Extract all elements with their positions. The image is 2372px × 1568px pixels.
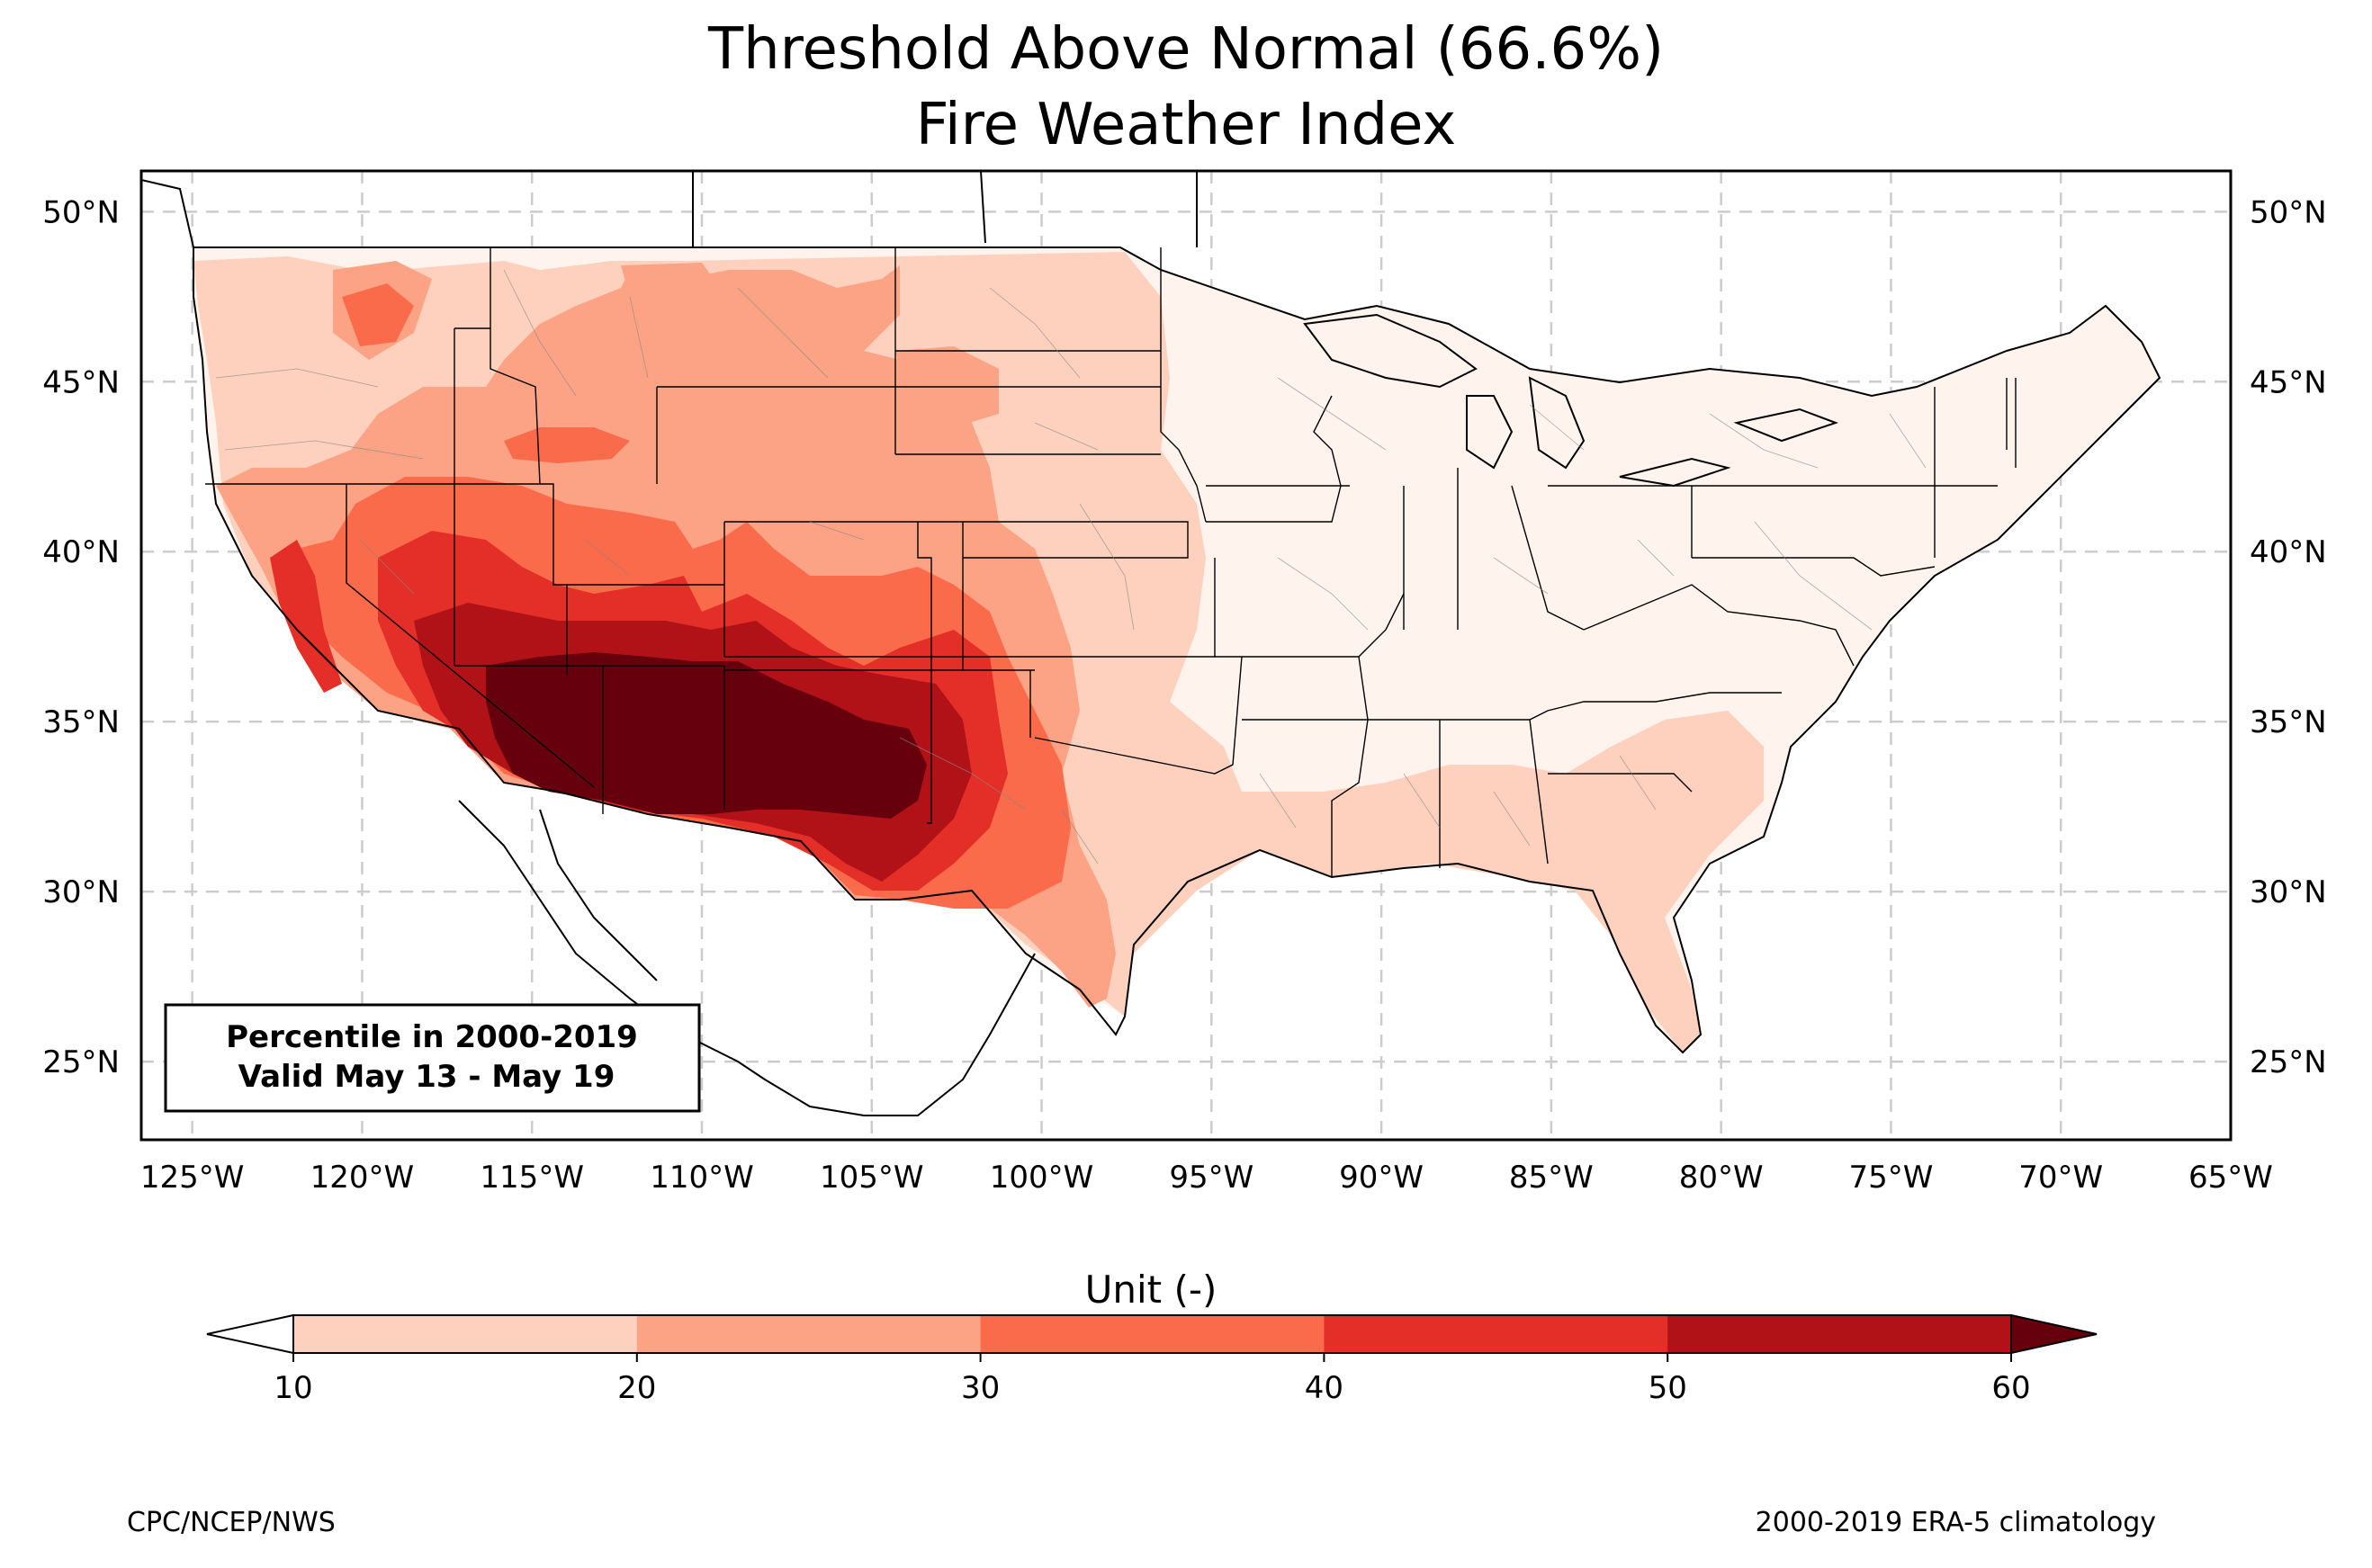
- fwi-fill-30-40-or: [342, 283, 414, 346]
- state-boundaries: [205, 247, 2017, 877]
- fwi-fill-20-30-north: [621, 263, 720, 306]
- lon-tick-label: 115°W: [480, 1160, 584, 1196]
- county-boundaries: [215, 269, 1927, 865]
- lat-tick-label-right: 50°N: [2250, 194, 2327, 230]
- lon-tick-label: 105°W: [820, 1160, 924, 1196]
- footer-climatology: 2000-2019 ERA-5 climatology: [1756, 1507, 2156, 1538]
- fwi-fill-60-plus: [486, 652, 927, 819]
- lon-tick-label: 110°W: [650, 1160, 754, 1196]
- lat-tick-label-right: 40°N: [2250, 534, 2327, 570]
- map-panel: Percentile in 2000-2019 Valid May 13 - M…: [139, 169, 2233, 1142]
- colorbar-tick-label: 60: [1991, 1370, 2030, 1406]
- colorbar-tick-label: 40: [1305, 1370, 1343, 1406]
- great-lakes: [1303, 313, 1838, 488]
- latitude-tick-labels: 50°N 50°N 45°N 45°N 40°N 40°N 35°N 35°N 30°N 30°N…: [42, 194, 2326, 1080]
- lon-tick-label: 95°W: [1169, 1160, 1253, 1196]
- coastlines-and-borders: [141, 171, 2161, 1116]
- canada-border-north: [141, 171, 1198, 248]
- colorbar-segments: [206, 1313, 2098, 1355]
- lat-tick-label-right: 35°N: [2250, 704, 2327, 740]
- info-box-line1: Percentile in 2000-2019: [226, 1019, 638, 1055]
- lon-tick-label: 70°W: [2018, 1160, 2103, 1196]
- lon-tick-label: 125°W: [140, 1160, 245, 1196]
- lon-tick-label: 80°W: [1679, 1160, 1764, 1196]
- map-title-line1: Threshold Above Normal (66.6%): [707, 16, 1664, 83]
- lat-tick-label-left: 25°N: [42, 1044, 120, 1080]
- lon-tick-label: 100°W: [990, 1160, 1094, 1196]
- mexico-outline: [458, 800, 1036, 1116]
- lat-tick-label-right: 30°N: [2250, 874, 2327, 910]
- longitude-tick-labels: 125°W 120°W 115°W 110°W 105°W 100°W 95°W 90°W 85…: [140, 1160, 2273, 1196]
- us-outline: [193, 246, 2161, 1054]
- map-title-line2: Fire Weather Index: [916, 92, 1457, 158]
- lat-tick-label-right: 25°N: [2250, 1044, 2327, 1080]
- colorbar-segment: [636, 1315, 982, 1353]
- colorbar-under-triangle: [206, 1313, 294, 1355]
- colorbar-tick-label: 30: [961, 1370, 1000, 1406]
- lon-tick-label: 90°W: [1339, 1160, 1424, 1196]
- info-box-frame: [164, 1003, 701, 1113]
- colorbar-tick-label: 10: [274, 1370, 312, 1406]
- lon-tick-label: 65°W: [2188, 1160, 2273, 1196]
- lat-tick-label-left: 40°N: [42, 534, 120, 570]
- lat-tick-label-left: 45°N: [42, 364, 120, 400]
- colorbar-tick-labels: 10 20 30 40 50 60: [274, 1353, 2031, 1406]
- colorbar-over-triangle: [2010, 1313, 2098, 1355]
- lat-tick-label-left: 30°N: [42, 874, 120, 910]
- colorbar: Unit (-) 10 20 30 40 50 60: [206, 1268, 2098, 1406]
- info-box-line2: Valid May 13 - May 19: [238, 1059, 615, 1095]
- map-frame: [139, 169, 2233, 1142]
- colorbar-label: Unit (-): [1085, 1268, 1217, 1312]
- colorbar-segment: [293, 1315, 638, 1353]
- lon-tick-label: 120°W: [310, 1160, 415, 1196]
- fwi-fill-40-50-ca: [270, 540, 342, 693]
- colorbar-segment: [980, 1315, 1325, 1353]
- lat-tick-label-left: 35°N: [42, 704, 120, 740]
- lat-tick-label-left: 50°N: [42, 194, 120, 230]
- info-box: Percentile in 2000-2019 Valid May 13 - M…: [164, 1003, 701, 1113]
- footer-credit: CPC/NCEP/NWS: [127, 1507, 336, 1538]
- lon-tick-label: 85°W: [1509, 1160, 1594, 1196]
- lon-tick-label: 75°W: [1848, 1160, 1933, 1196]
- lat-tick-label-right: 45°N: [2250, 364, 2327, 400]
- colorbar-segment: [1667, 1315, 2012, 1353]
- colorbar-tick-label: 20: [617, 1370, 656, 1406]
- colorbar-tick-label: 50: [1649, 1370, 1687, 1406]
- fwi-fill-30-40-nv: [504, 427, 630, 463]
- colorbar-segment: [1324, 1315, 1668, 1353]
- fwi-contour-fills: [193, 247, 2160, 1053]
- colorbar-frame: [292, 1314, 2012, 1354]
